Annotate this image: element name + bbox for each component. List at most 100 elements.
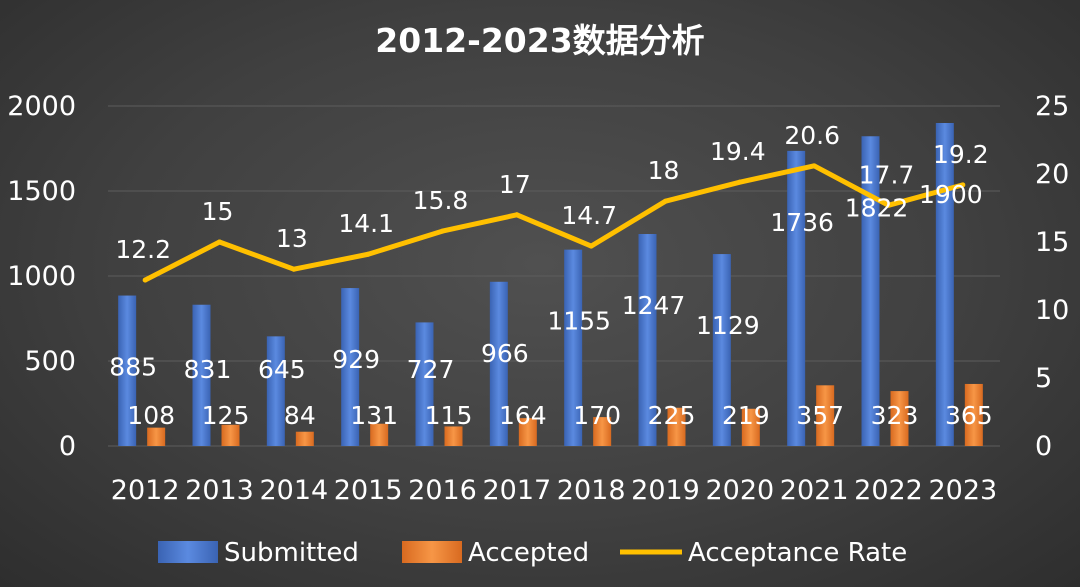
legend-label-acceptance-rate: Acceptance Rate (688, 538, 907, 568)
bar-accepted (295, 431, 314, 446)
bar-submitted (712, 254, 731, 446)
point-acceptance-rate (365, 251, 371, 257)
data-labels: 885 831 645 929 727 966 1155 1247 1129 1736 1822 19… (109, 121, 992, 430)
y-left-tick-label: 0 (59, 431, 76, 462)
data-label-submitted: 966 (481, 339, 529, 368)
legend-item-accepted: Accepted (402, 538, 589, 568)
y-right-tick-label: 10 (1035, 295, 1069, 326)
data-label-acceptance-rate: 20.6 (784, 121, 840, 150)
y-right-tick-label: 25 (1035, 91, 1069, 122)
y-left-tick-label: 1500 (7, 176, 76, 207)
bar-submitted (935, 123, 954, 446)
legend-label-submitted: Submitted (224, 538, 359, 568)
bar-accepted (518, 418, 537, 446)
data-label-acceptance-rate: 13 (276, 224, 308, 253)
data-label-acceptance-rate: 14.7 (561, 201, 617, 230)
data-label-accepted: 219 (722, 401, 770, 430)
data-label-accepted: 115 (425, 401, 473, 430)
point-acceptance-rate (514, 212, 520, 218)
bar-submitted (118, 295, 137, 446)
y-right-tick-label: 20 (1035, 159, 1069, 190)
bar-submitted (415, 322, 434, 446)
data-label-accepted: 164 (499, 401, 547, 430)
x-tick-label: 2020 (705, 475, 774, 506)
legend-swatch-submitted (158, 541, 218, 563)
point-acceptance-rate (291, 266, 297, 272)
bar-submitted (638, 234, 657, 446)
y-right-tick-label: 5 (1035, 363, 1052, 394)
data-label-acceptance-rate: 19.2 (933, 140, 989, 169)
x-tick-label: 2014 (259, 475, 328, 506)
point-acceptance-rate (588, 243, 594, 249)
point-acceptance-rate (886, 202, 891, 208)
data-label-accepted: 84 (284, 401, 316, 430)
data-label-accepted: 365 (945, 401, 993, 430)
legend-label-accepted: Accepted (468, 538, 589, 568)
x-tick-label: 2013 (185, 475, 254, 506)
x-tick-label: 2016 (408, 475, 477, 506)
point-acceptance-rate (737, 179, 743, 185)
legend-item-acceptance-rate: Acceptance Rate (620, 538, 907, 568)
data-label-submitted: 1822 (845, 193, 909, 222)
x-tick-label: 2018 (557, 475, 626, 506)
bar-accepted (147, 427, 166, 446)
data-label-submitted: 929 (332, 345, 380, 374)
data-label-acceptance-rate: 19.4 (710, 137, 766, 166)
point-acceptance-rate (960, 182, 966, 188)
x-tick-label: 2017 (482, 475, 551, 506)
data-label-submitted: 1736 (770, 208, 834, 237)
bar-submitted (341, 288, 360, 446)
data-label-accepted: 131 (350, 401, 398, 430)
data-label-submitted: 1247 (622, 291, 686, 320)
data-label-acceptance-rate: 12.2 (115, 235, 171, 264)
data-label-submitted: 1900 (919, 180, 983, 209)
y-left-tick-label: 2000 (7, 91, 76, 122)
data-label-acceptance-rate: 15.8 (413, 186, 469, 215)
data-label-accepted: 357 (796, 401, 844, 430)
point-acceptance-rate (440, 228, 445, 234)
data-label-acceptance-rate: 14.1 (338, 209, 394, 238)
data-label-accepted: 225 (648, 401, 696, 430)
x-tick-label: 2019 (631, 475, 700, 506)
line-acceptance-rate (144, 163, 964, 283)
data-label-submitted: 645 (258, 355, 306, 384)
bar-submitted (266, 336, 285, 446)
x-tick-label: 2012 (111, 475, 180, 506)
bar-accepted (816, 385, 835, 446)
bar-accepted (667, 407, 686, 446)
gridlines (108, 105, 1000, 447)
point-acceptance-rate (142, 277, 148, 283)
x-tick-label: 2023 (928, 475, 997, 506)
bar-accepted (593, 417, 612, 446)
chart-title: 2012-2023数据分析 (375, 21, 704, 60)
point-acceptance-rate (663, 198, 668, 204)
bar-accepted (964, 383, 983, 446)
data-label-accepted: 108 (127, 401, 175, 430)
x-tick-label: 2022 (854, 475, 923, 506)
data-label-accepted: 323 (871, 401, 919, 430)
data-label-submitted: 1155 (547, 307, 611, 336)
legend-item-submitted: Submitted (158, 538, 359, 568)
point-acceptance-rate (217, 239, 222, 245)
y-left-tick-label: 500 (24, 346, 76, 377)
x-tick-label: 2021 (780, 475, 849, 506)
data-label-acceptance-rate: 15 (202, 197, 234, 226)
bar-accepted (370, 423, 389, 446)
data-label-acceptance-rate: 17 (499, 170, 531, 199)
acceptance-rate-line (142, 163, 966, 283)
data-label-acceptance-rate: 18 (648, 156, 680, 185)
bar-submitted (861, 136, 880, 446)
bar-submitted (564, 249, 583, 446)
y-left-tick-label: 1000 (7, 261, 76, 292)
data-label-submitted: 1129 (696, 311, 760, 340)
data-label-submitted: 727 (407, 355, 455, 384)
bar-accepted (741, 408, 760, 446)
bar-accepted (890, 391, 909, 446)
legend: Submitted Accepted Acceptance Rate (158, 538, 907, 568)
bar-submitted (489, 281, 508, 446)
data-label-submitted: 885 (109, 353, 157, 382)
bar-accepted (221, 424, 240, 446)
bars (118, 123, 983, 446)
bar-submitted (192, 304, 211, 446)
